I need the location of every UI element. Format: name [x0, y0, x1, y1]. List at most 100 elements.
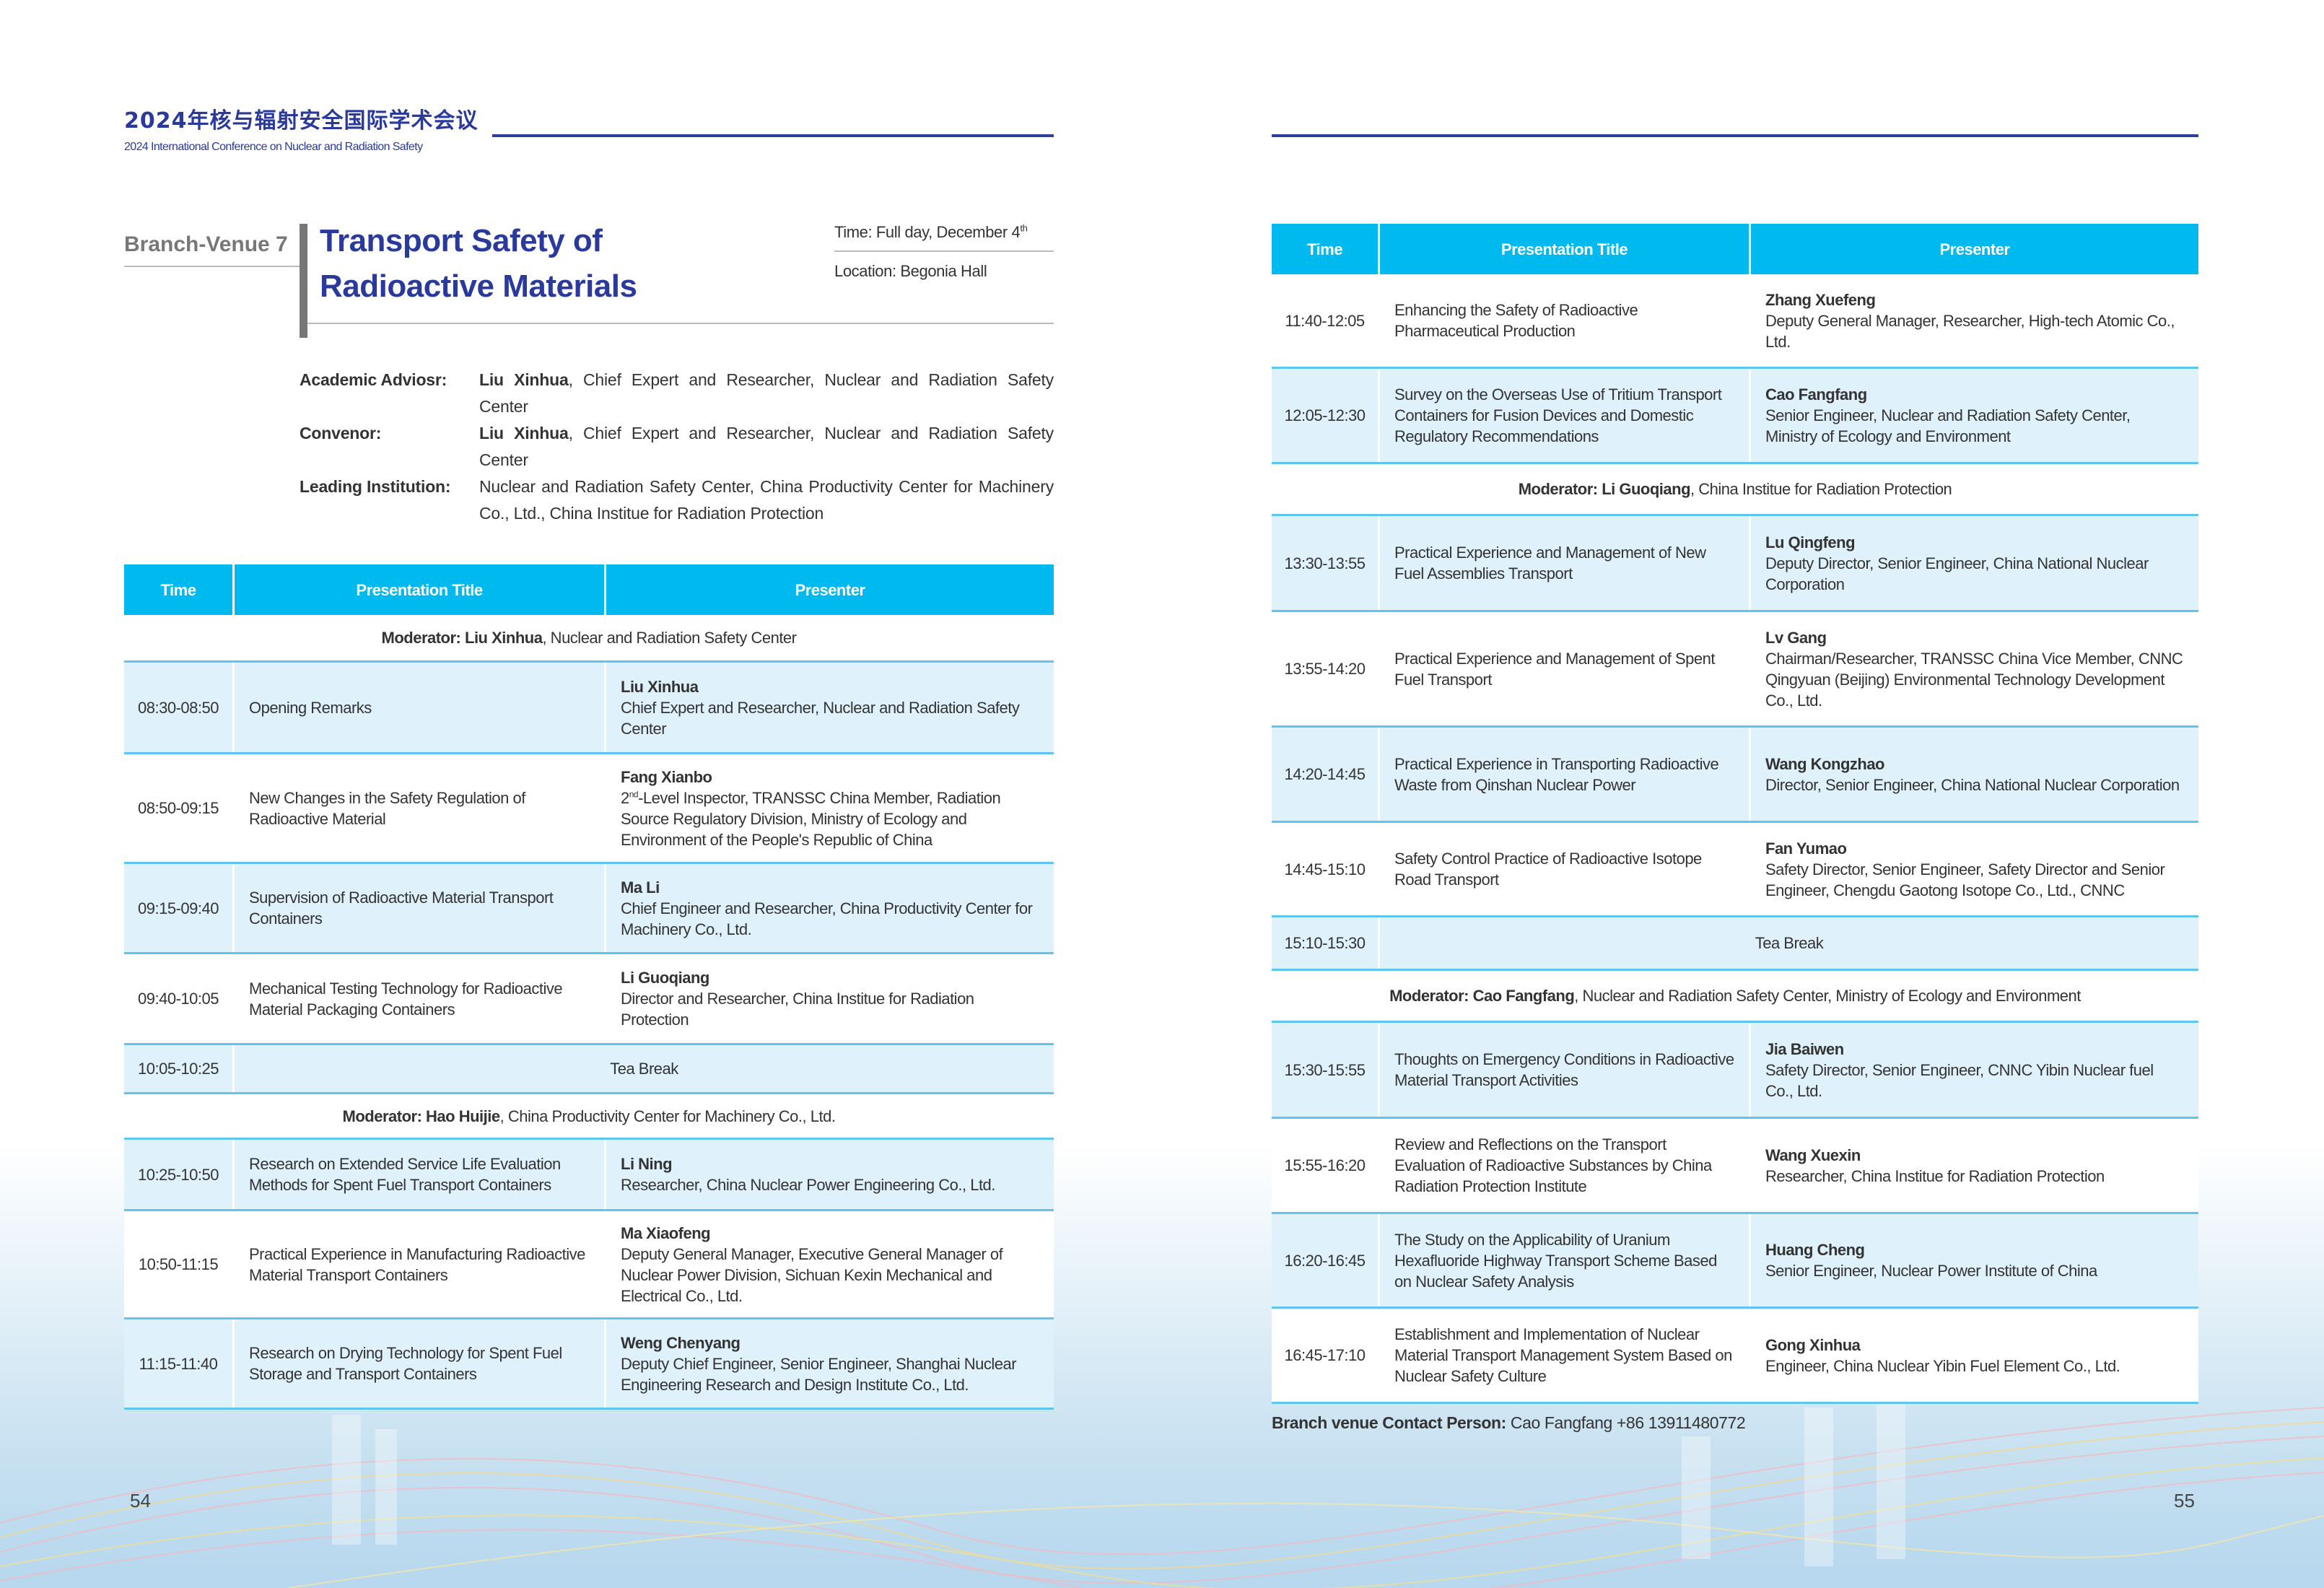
- table-row: 16:45-17:10 Establishment and Implementat…: [1272, 1309, 2198, 1404]
- presenter-cell: Fang Xianbo 2nd-Level Inspector, TRANSSC …: [606, 754, 1054, 862]
- session-info: Academic Adviosr: Liu Xinhua, Chief Exper…: [300, 367, 1054, 527]
- time-cell: 15:10-15:30: [1272, 917, 1380, 969]
- title-text: Research on Drying Technology for Spent …: [249, 1344, 562, 1383]
- header-title: Presentation Title: [235, 564, 606, 615]
- title-divider: [307, 323, 1054, 324]
- info-leading-institution: Leading Institution: Nuclear and Radiatio…: [300, 474, 1054, 527]
- time-cell: 13:55-14:20: [1272, 612, 1380, 725]
- presenter-info: Weng Chenyang Deputy Chief Engineer, Seni…: [621, 1332, 1039, 1395]
- time-cell: 10:05-10:25: [124, 1045, 235, 1092]
- title-cell: Survey on the Overseas Use of Tritium Tr…: [1380, 369, 1751, 462]
- presenter-info: Lu Qingfeng Deputy Director, Senior Engin…: [1765, 532, 2184, 595]
- title-text: Supervision of Radioactive Material Tran…: [249, 889, 554, 928]
- info-label: Leading Institution:: [300, 477, 451, 496]
- presenter-name: Fang Xianbo: [621, 767, 712, 786]
- title-cell: Practical Experience and Management of S…: [1380, 612, 1751, 725]
- presenter-name: Li Guoqiang: [621, 969, 709, 987]
- presenter-affiliation: Deputy Director, Senior Engineer, China …: [1765, 554, 2149, 593]
- moderator-text: Moderator: Liu Xinhua, Nuclear and Radia…: [381, 627, 798, 648]
- title-cell: Practical Experience and Management of N…: [1380, 516, 1751, 610]
- presenter-cell: Weng Chenyang Deputy Chief Engineer, Seni…: [606, 1319, 1054, 1408]
- title-text: Survey on the Overseas Use of Tritium Tr…: [1394, 385, 1722, 445]
- presenter-affiliation: Researcher, China Institue for Radiation…: [1765, 1166, 2105, 1185]
- header-time: Time: [124, 564, 235, 615]
- presenter-cell: Ma Xiaofeng Deputy General Manager, Execu…: [606, 1211, 1054, 1317]
- title-text: Practical Experience and Management of N…: [1394, 544, 1706, 583]
- presenter-name: Wang Kongzhao: [1765, 754, 1884, 773]
- conference-title-cn: 2024年核与辐射安全国际学术会议: [124, 108, 479, 134]
- time-cell: 09:40-10:05: [124, 954, 235, 1043]
- tea-break-cell: Tea Break: [610, 1060, 678, 1078]
- presenter-name: Gong Xinhua: [1765, 1335, 1861, 1354]
- moderator-cell: Moderator: Li Guoqiang, China Institue f…: [1272, 464, 2198, 514]
- table-row: 08:50-09:15 New Changes in the Safety Reg…: [124, 754, 1054, 864]
- table-row: 13:30-13:55 Practical Experience and Mana…: [1272, 516, 2198, 612]
- table-header-row: Time Presentation Title Presenter: [1272, 224, 2198, 274]
- venue-underline: [124, 266, 301, 267]
- title-text: Practical Experience and Management of S…: [1394, 649, 1715, 689]
- presenter-cell: Huang Cheng Senior Engineer, Nuclear Powe…: [1751, 1214, 2198, 1306]
- presenter-cell: Fan Yumao Safety Director, Senior Enginee…: [1751, 823, 2198, 915]
- time-cell: 11:15-11:40: [124, 1319, 235, 1408]
- header-title: Presentation Title: [1380, 224, 1751, 274]
- tea-break-row: 15:10-15:30 Tea Break: [1272, 917, 2198, 971]
- presenter-info: Ma Li Chief Engineer and Researcher, Chin…: [621, 877, 1039, 940]
- info-value: Liu Xinhua, Chief Expert and Researcher,…: [479, 420, 1054, 474]
- moderator-name: Moderator: Li Guoqiang: [1518, 480, 1691, 498]
- info-convenor: Convenor: Liu Xinhua, Chief Expert and Re…: [300, 420, 1054, 474]
- presenter-name: Wang Xuexin: [1765, 1146, 1861, 1164]
- time-cell: 15:55-16:20: [1272, 1119, 1380, 1212]
- table-row: 09:40-10:05 Mechanical Testing Technology…: [124, 954, 1054, 1045]
- presenter-affiliation: Deputy General Manager, Executive Genera…: [621, 1244, 1003, 1305]
- table-row: 14:20-14:45 Practical Experience in Trans…: [1272, 728, 2198, 823]
- presenter-cell: Liu Xinhua Chief Expert and Researcher, N…: [606, 663, 1054, 752]
- title-text: Establishment and Implementation of Nucl…: [1394, 1325, 1732, 1385]
- presenter-affiliation: Deputy General Manager, Researcher, High…: [1765, 311, 2175, 351]
- moderator-text: Moderator: Cao Fangfang, Nuclear and Rad…: [1389, 985, 2081, 1006]
- time-cell: 16:45-17:10: [1272, 1309, 1380, 1402]
- time-cell: 09:15-09:40: [124, 864, 235, 952]
- moderator-cell: Moderator: Hao Huijie, China Productivit…: [124, 1094, 1054, 1138]
- presenter-name: Jia Baiwen: [1765, 1039, 1844, 1058]
- info-bold: Liu Xinhua: [479, 370, 569, 389]
- time-cell: 08:50-09:15: [124, 754, 235, 862]
- title-bar: [300, 224, 307, 338]
- presenter-info: Wang Xuexin Researcher, China Institue fo…: [1765, 1145, 2105, 1187]
- title-cell: Thoughts on Emergency Conditions in Radi…: [1380, 1023, 1751, 1117]
- title-text: Practical Experience in Transporting Rad…: [1394, 754, 1719, 794]
- title-cell: Opening Remarks: [235, 663, 606, 752]
- moderator-affiliation: , China Productivity Center for Machiner…: [499, 1107, 836, 1125]
- title-text: Research on Extended Service Life Evalua…: [249, 1155, 561, 1194]
- moderator-row: Moderator: Hao Huijie, China Productivit…: [124, 1094, 1054, 1140]
- moderator-name: Moderator: Liu Xinhua: [381, 629, 543, 647]
- table-row: 15:55-16:20 Review and Reflections on the…: [1272, 1119, 2198, 1214]
- moderator-cell: Moderator: Cao Fangfang, Nuclear and Rad…: [1272, 971, 2198, 1021]
- moderator-row: Moderator: Cao Fangfang, Nuclear and Rad…: [1272, 971, 2198, 1023]
- schedule-table-left: Time Presentation Title Presenter Moderator…: [124, 564, 1054, 1410]
- title-cell: Enhancing the Safety of Radioactive Phar…: [1380, 274, 1751, 367]
- title-cell: Practical Experience in Manufacturing Ra…: [235, 1211, 606, 1317]
- presenter-info: Li Guoqiang Director and Researcher, Chin…: [621, 967, 1039, 1030]
- page-number-right: 55: [2174, 1490, 2195, 1511]
- info-rest: , Chief Expert and Researcher, Nuclear a…: [479, 370, 1054, 416]
- presenter-affiliation: Chief Expert and Researcher, Nuclear and…: [621, 698, 1020, 738]
- title-cell: New Changes in the Safety Regulation of …: [235, 754, 606, 862]
- presenter-name: Lu Qingfeng: [1765, 533, 1856, 551]
- moderator-name: Moderator: Cao Fangfang: [1389, 987, 1575, 1005]
- info-bold: Liu Xinhua: [479, 424, 569, 442]
- presenter-affiliation: Chief Engineer and Researcher, China Pro…: [621, 899, 1033, 938]
- table-row: 12:05-12:30 Survey on the Overseas Use of…: [1272, 369, 2198, 464]
- title-cell: Review and Reflections on the Transport …: [1380, 1119, 1751, 1212]
- presenter-name: Liu Xinhua: [621, 677, 699, 696]
- moderator-row: Moderator: Liu Xinhua, Nuclear and Radia…: [124, 615, 1054, 663]
- presenter-name: Ma Li: [621, 878, 660, 896]
- presenter-info: Cao Fangfang Senior Engineer, Nuclear and…: [1765, 384, 2184, 447]
- info-rest: Nuclear and Radiation Safety Center, Chi…: [479, 477, 1054, 523]
- presenter-info: Fan Yumao Safety Director, Senior Enginee…: [1765, 838, 2184, 901]
- table-row: 10:50-11:15 Practical Experience in Manuf…: [124, 1211, 1054, 1319]
- session-title: Transport Safety of Radioactive Material…: [320, 218, 637, 309]
- presenter-cell: Gong Xinhua Engineer, China Nuclear Yibin…: [1751, 1309, 2198, 1402]
- contact-label: Branch venue Contact Person:: [1272, 1413, 1506, 1432]
- table-row: 15:30-15:55 Thoughts on Emergency Conditi…: [1272, 1023, 2198, 1119]
- presenter-cell: Li Ning Researcher, China Nuclear Power E…: [606, 1140, 1054, 1209]
